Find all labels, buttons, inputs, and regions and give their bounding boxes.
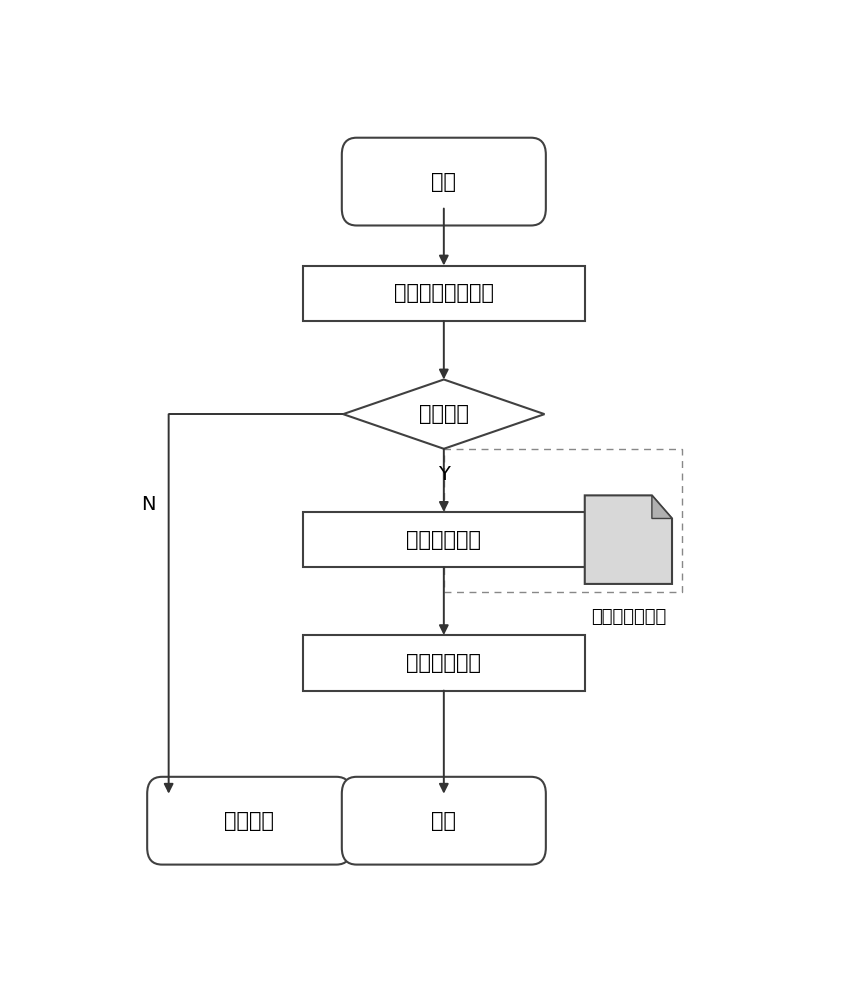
Text: 密码学操作耗时: 密码学操作耗时	[591, 608, 666, 626]
Text: 开始: 开始	[431, 172, 456, 192]
Text: 检索车辆性能信息: 检索车辆性能信息	[394, 283, 494, 303]
Text: 计算防御策略: 计算防御策略	[406, 653, 481, 673]
Bar	[443, 449, 682, 592]
Text: 系统结束: 系统结束	[224, 811, 275, 831]
Text: 检索成功: 检索成功	[419, 404, 469, 424]
Bar	[303, 635, 585, 691]
Text: 完成: 完成	[431, 811, 456, 831]
Polygon shape	[585, 495, 672, 584]
Polygon shape	[652, 495, 672, 518]
Polygon shape	[343, 379, 545, 449]
FancyBboxPatch shape	[342, 138, 546, 225]
Text: Y: Y	[438, 465, 449, 484]
Text: N: N	[141, 495, 156, 514]
Bar	[303, 266, 585, 321]
FancyBboxPatch shape	[147, 777, 352, 865]
Bar	[303, 512, 585, 567]
FancyBboxPatch shape	[342, 777, 546, 865]
Text: 建立收益矩阵: 建立收益矩阵	[406, 530, 481, 550]
